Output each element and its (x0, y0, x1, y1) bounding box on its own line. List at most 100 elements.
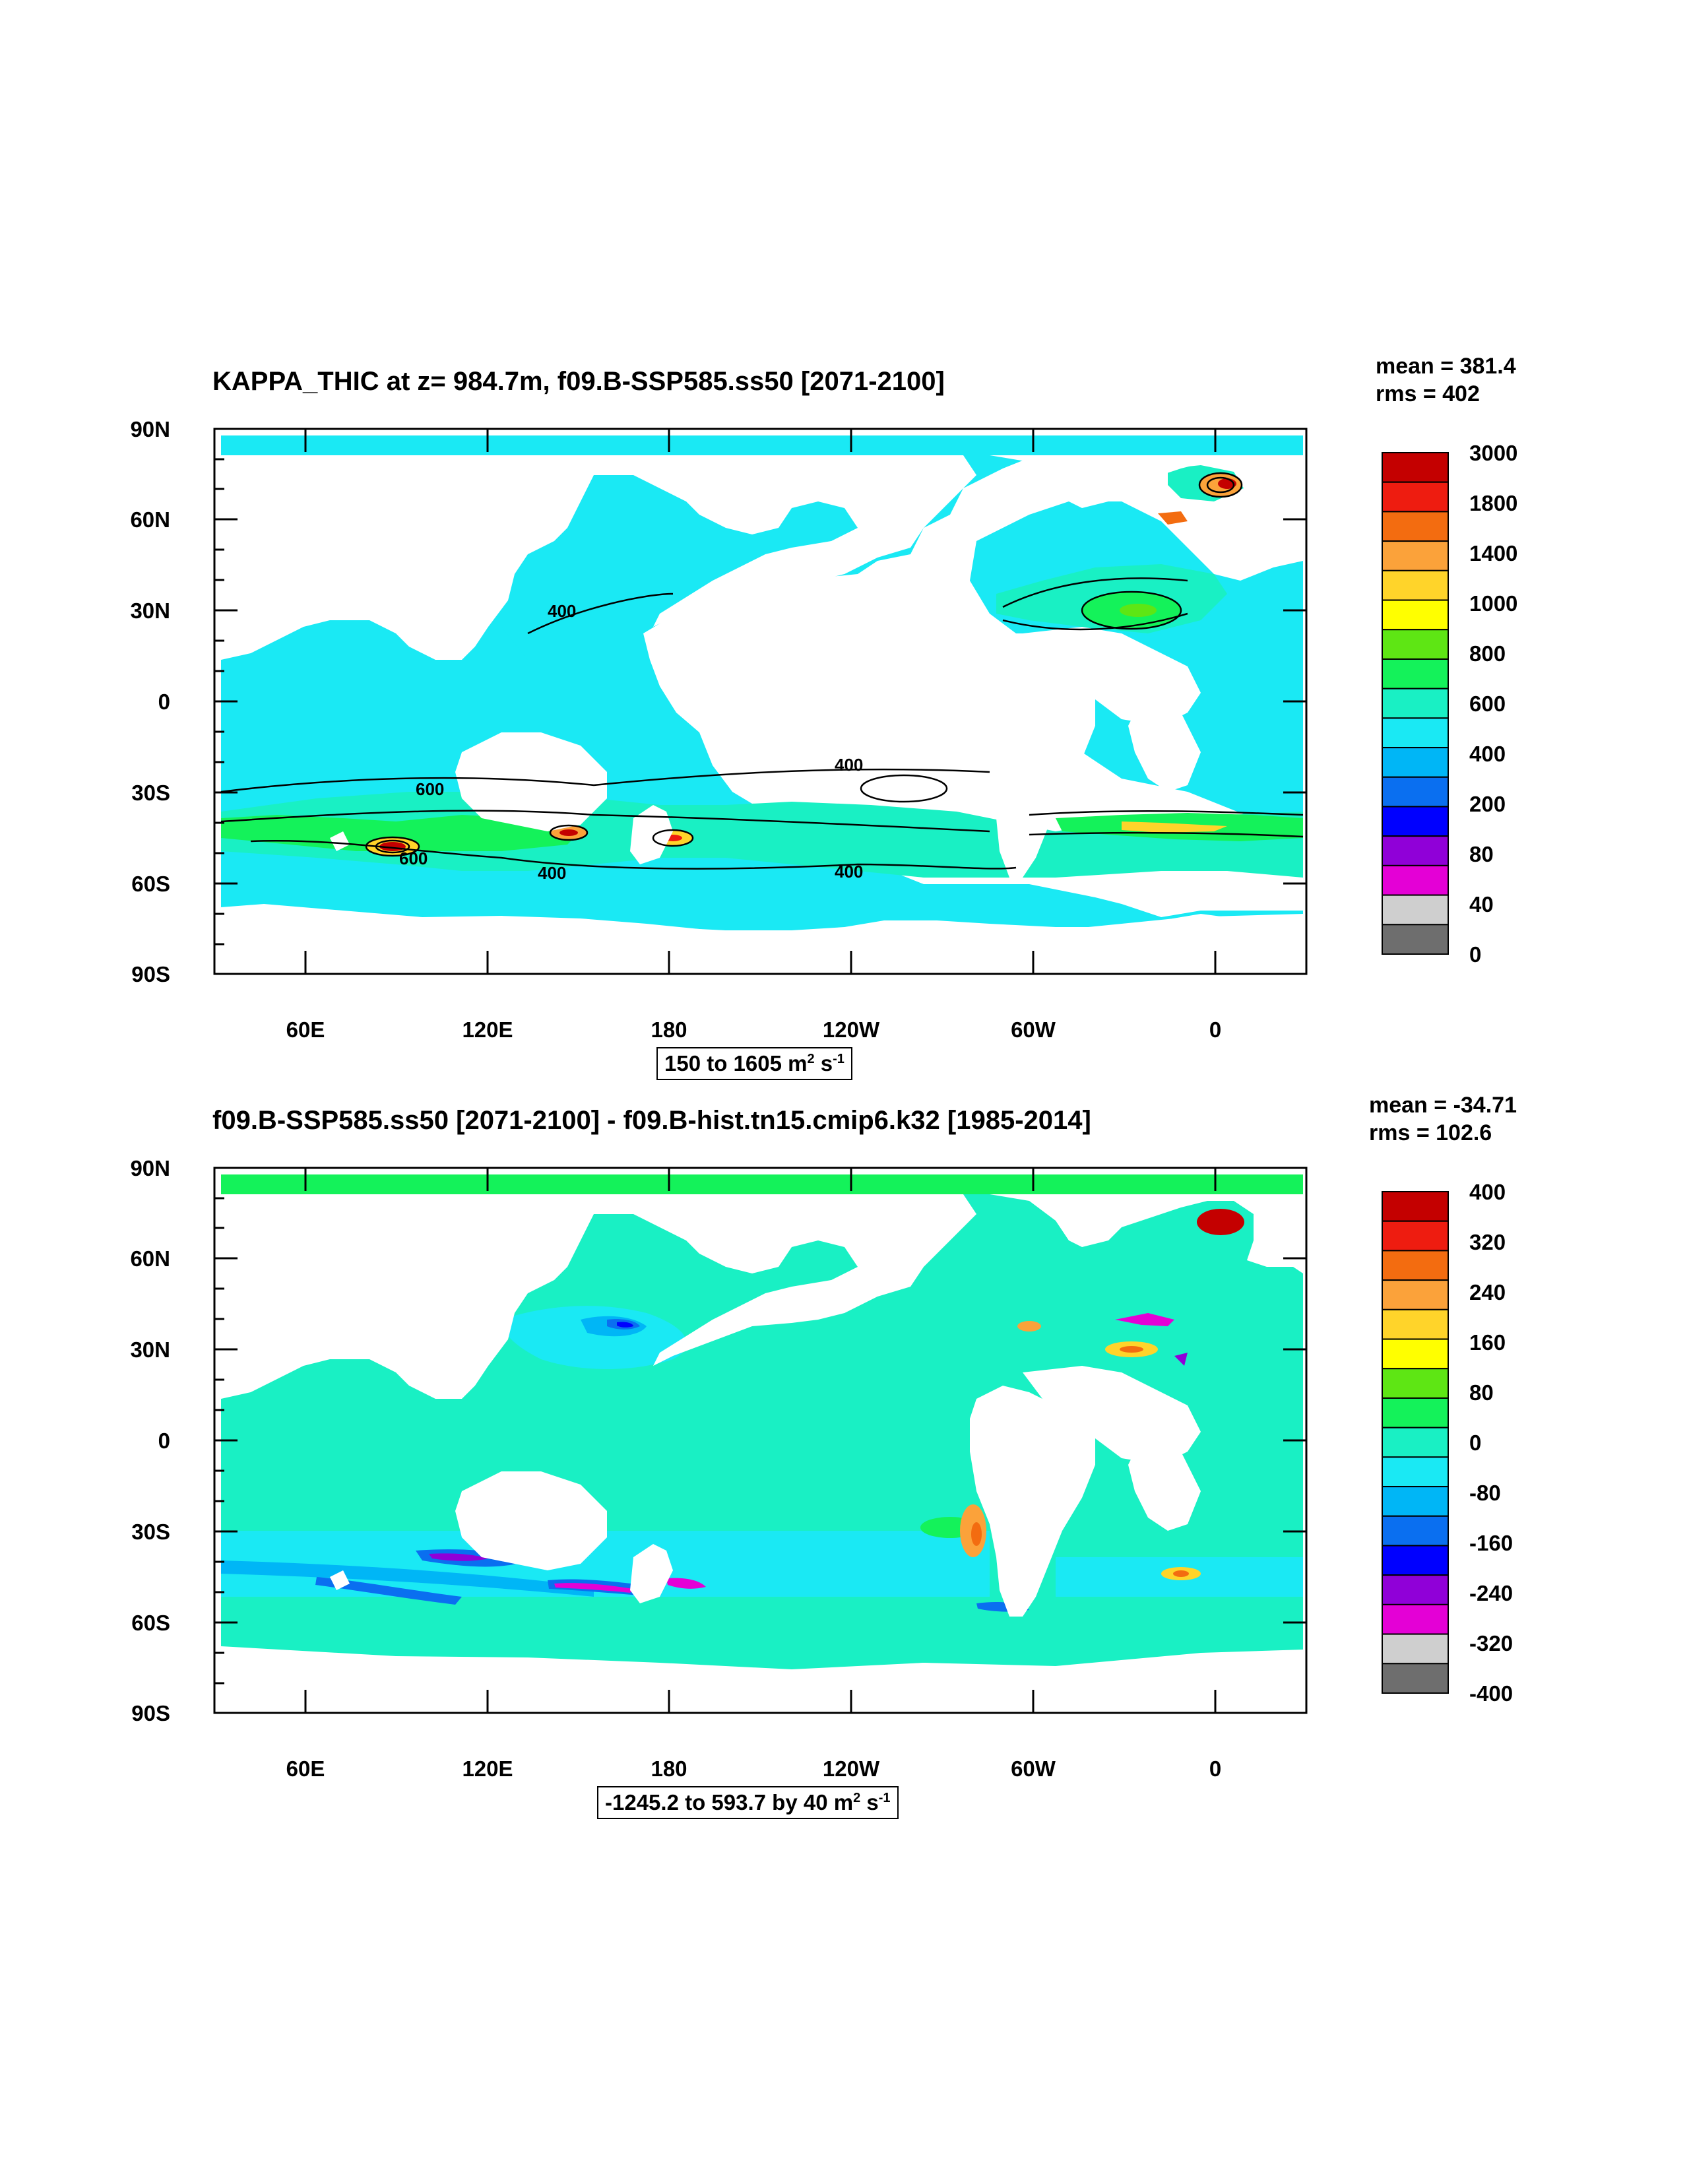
colorbar-swatch (1382, 629, 1449, 660)
colorbar-label: 0 (1469, 1430, 1481, 1455)
colorbar-label: 600 (1469, 691, 1506, 716)
lat-label: 0 (158, 1429, 170, 1453)
colorbar-label: -320 (1469, 1631, 1513, 1655)
colorbar-swatch (1382, 776, 1449, 808)
range-label: 150 to 1605 m2 s-1 (656, 1047, 852, 1080)
contour-label: 400 (548, 601, 576, 621)
lon-label: 0 (1209, 1756, 1221, 1781)
colorbar-swatch (1382, 688, 1449, 719)
map-plot: 90N 60N 30N 0 30S 60S 90S 60E 120E 180 1… (130, 1156, 1513, 1781)
colorbar-label: 1000 (1469, 591, 1517, 616)
colorbar-swatch (1382, 806, 1449, 837)
colorbar-label: 160 (1469, 1330, 1506, 1355)
colorbar-label: 400 (1469, 1180, 1506, 1204)
lon-label: 60E (286, 1017, 325, 1042)
colorbar-label: 3000 (1469, 441, 1517, 465)
contour-label: 600 (416, 779, 444, 799)
lon-label: 180 (651, 1756, 687, 1781)
colorbar-swatch (1382, 924, 1449, 955)
lat-label: 90S (131, 1701, 170, 1725)
lat-label: 60S (131, 872, 170, 896)
lat-label: 60S (131, 1611, 170, 1635)
colorbar-swatch (1382, 1191, 1449, 1222)
map-plot: 400 400 600 600 400 400 (130, 417, 1517, 1042)
contour-lines (220, 472, 1304, 870)
lon-label: 60W (1011, 1756, 1056, 1781)
colorbar-swatch (1382, 1250, 1449, 1281)
panel-kappa-thic: KAPPA_THIC at z= 984.7m, f09.B-SSP585.ss… (0, 0, 1689, 1089)
colorbar-swatch (1382, 452, 1449, 483)
colorbar-swatch (1382, 1220, 1449, 1252)
colorbar-label: -240 (1469, 1581, 1513, 1605)
colorbar-label: -80 (1469, 1481, 1501, 1505)
contour-label: 600 (399, 849, 428, 868)
colorbar-label: 0 (1469, 942, 1481, 967)
colorbar-label: 240 (1469, 1280, 1506, 1304)
colorbar-swatch (1382, 1633, 1449, 1665)
lat-label: 90N (130, 417, 170, 441)
contour-label: 400 (835, 755, 863, 775)
lat-labels: 90N 60N 30N 0 30S 60S 90S (130, 1156, 170, 1725)
colorbar-swatch (1382, 658, 1449, 690)
lat-ticks (214, 428, 1306, 975)
colorbar-swatch (1382, 1427, 1449, 1458)
lat-label: 30S (131, 781, 170, 805)
contour-label: 400 (835, 862, 863, 882)
lat-labels: 90N 60N 30N 0 30S 60S 90S (130, 417, 170, 986)
contour-label: 400 (538, 863, 566, 883)
colorbar-label: -400 (1469, 1681, 1513, 1706)
colorbar-swatch (1382, 835, 1449, 866)
lon-labels: 60E 120E 180 120W 60W 0 (286, 1756, 1222, 1781)
range-label: -1245.2 to 593.7 by 40 m2 s-1 (597, 1786, 899, 1819)
colorbar-swatch (1382, 481, 1449, 513)
colorbar-swatch (1382, 599, 1449, 631)
rms-value: rms = 402 (1376, 381, 1480, 406)
lat-label: 60N (130, 1246, 170, 1271)
north-atlantic-feature (1017, 1209, 1244, 1366)
lon-label: 120W (823, 1756, 880, 1781)
lon-label: 0 (1209, 1017, 1221, 1042)
colorbar-swatch (1382, 540, 1449, 571)
lat-ticks (214, 1167, 1306, 1714)
lon-ticks (304, 429, 1217, 974)
lat-label: 90S (131, 962, 170, 986)
lon-label: 60E (286, 1756, 325, 1781)
stats-block: mean = 381.4 rms = 402 (1376, 352, 1516, 408)
contour-label-group: 400 400 600 600 400 400 (399, 601, 863, 883)
colorbar-swatch (1382, 1603, 1449, 1635)
colorbar-label: 1400 (1469, 541, 1517, 565)
colorbar-label: -160 (1469, 1531, 1513, 1555)
colorbar-swatch (1382, 511, 1449, 542)
colorbar-swatch (1382, 717, 1449, 749)
colorbar-swatch (1382, 1486, 1449, 1517)
colorbar-swatch (1382, 894, 1449, 926)
colorbar-label: 40 (1469, 892, 1494, 916)
lat-label: 90N (130, 1156, 170, 1180)
colorbar-label: 1800 (1469, 491, 1517, 515)
colorbar-swatch (1382, 569, 1449, 601)
stats-block: mean = -34.71 rms = 102.6 (1369, 1091, 1517, 1147)
colorbar-label: 400 (1469, 742, 1506, 766)
lat-label: 30N (130, 1337, 170, 1362)
colorbar-swatch (1382, 1456, 1449, 1488)
colorbar-swatch (1382, 1574, 1449, 1605)
lon-label: 120W (823, 1017, 880, 1042)
colorbar-swatch (1382, 1308, 1449, 1340)
lon-label: 120E (462, 1017, 513, 1042)
rms-value: rms = 102.6 (1369, 1120, 1492, 1145)
colorbar-label: 80 (1469, 1380, 1494, 1405)
land-masses (221, 455, 1303, 974)
lat-label: 30S (131, 1520, 170, 1544)
lon-ticks (304, 1168, 1217, 1713)
lon-labels: 60E 120E 180 120W 60W 0 (286, 1017, 1222, 1042)
lon-label: 120E (462, 1756, 513, 1781)
colorbar-swatch (1382, 1338, 1449, 1370)
lat-label: 60N (130, 507, 170, 532)
mean-value: mean = 381.4 (1376, 354, 1516, 379)
lon-label: 60W (1011, 1017, 1056, 1042)
lon-label: 180 (651, 1017, 687, 1042)
colorbar-swatch (1382, 1545, 1449, 1576)
panel-difference: f09.B-SSP585.ss50 [2071-2100] - f09.B-hi… (0, 739, 1689, 1861)
colorbar-label: 200 (1469, 792, 1506, 816)
